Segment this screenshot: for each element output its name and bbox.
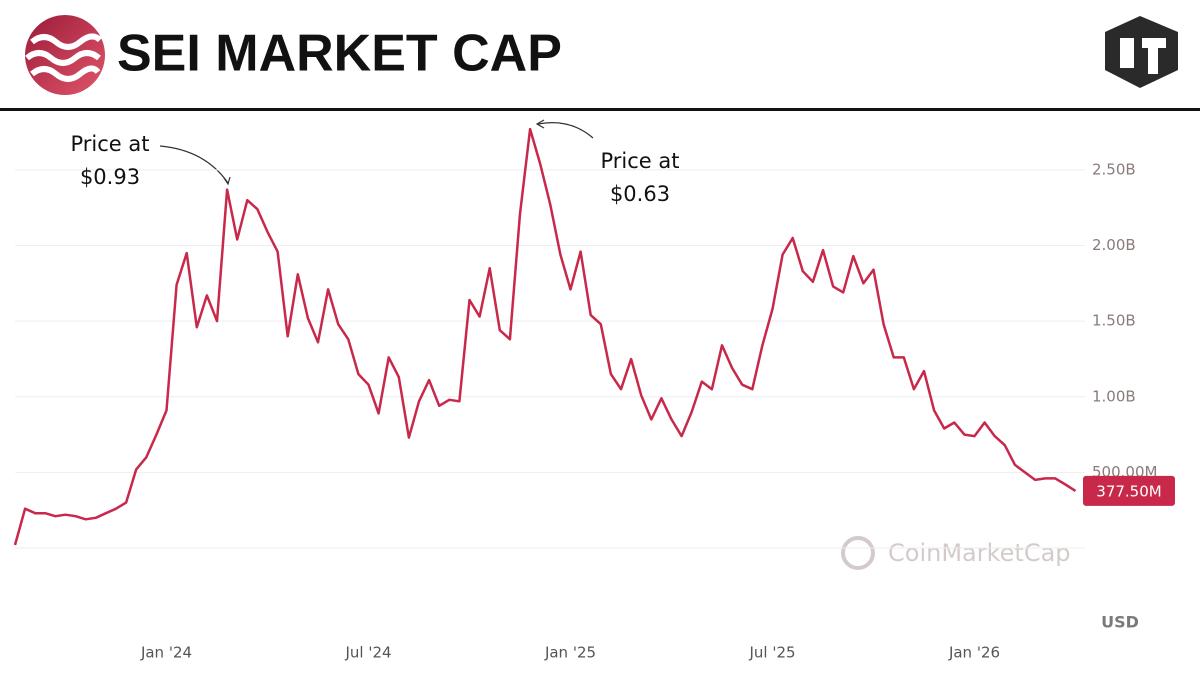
unit-label: USD [1101, 613, 1139, 632]
y-tick-label: 1.00B [1092, 387, 1136, 405]
annotation: Price at [600, 149, 679, 173]
y-tick-label: 2.00B [1092, 236, 1136, 254]
annotation-arrow-head [535, 119, 545, 129]
y-tick-label: 1.50B [1092, 312, 1136, 330]
annotation: $0.63 [610, 182, 670, 206]
x-tick-label: Jan '24 [140, 644, 192, 662]
sei-logo [25, 15, 105, 95]
annotation-arrow [537, 122, 594, 139]
annotation: $0.93 [80, 165, 140, 189]
y-tick-label: 2.50B [1092, 160, 1136, 178]
x-tick-label: Jan '25 [544, 644, 596, 662]
price-line [13, 127, 1077, 546]
watermark: CoinMarketCap [841, 536, 1071, 570]
price-tag [1083, 475, 1175, 506]
price-tag-label: 377.50M [1096, 482, 1161, 500]
chart-title: SEI MARKET CAP [117, 25, 562, 83]
annotation-arrow-head [223, 176, 231, 186]
x-tick-label: Jul '25 [748, 644, 795, 662]
watermark-text: CoinMarketCap [888, 539, 1071, 567]
x-tick-label: Jul '24 [344, 644, 391, 662]
x-tick-label: Jan '26 [948, 644, 1000, 662]
header-rule [0, 108, 1200, 111]
annotation-arrow [159, 145, 229, 184]
brand-logo [1105, 16, 1178, 88]
annotation: Price at [70, 132, 149, 156]
